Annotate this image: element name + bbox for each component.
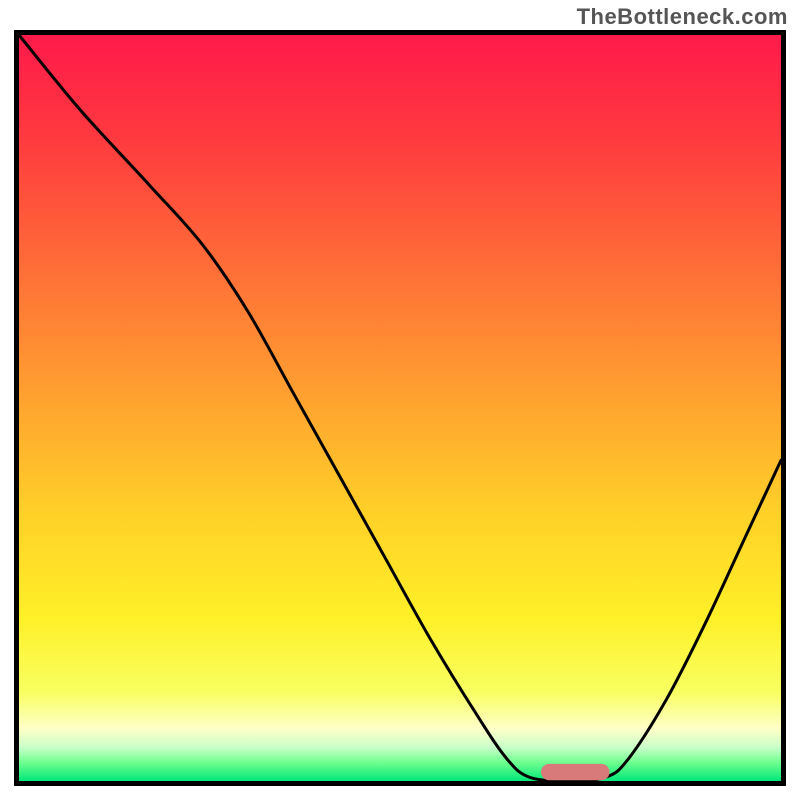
watermark-text: TheBottleneck.com [577,4,788,30]
bottleneck-curve-chart [14,30,786,786]
chart-background-gradient [19,35,781,781]
optimal-range-marker [541,764,610,780]
chart-svg [14,30,786,786]
